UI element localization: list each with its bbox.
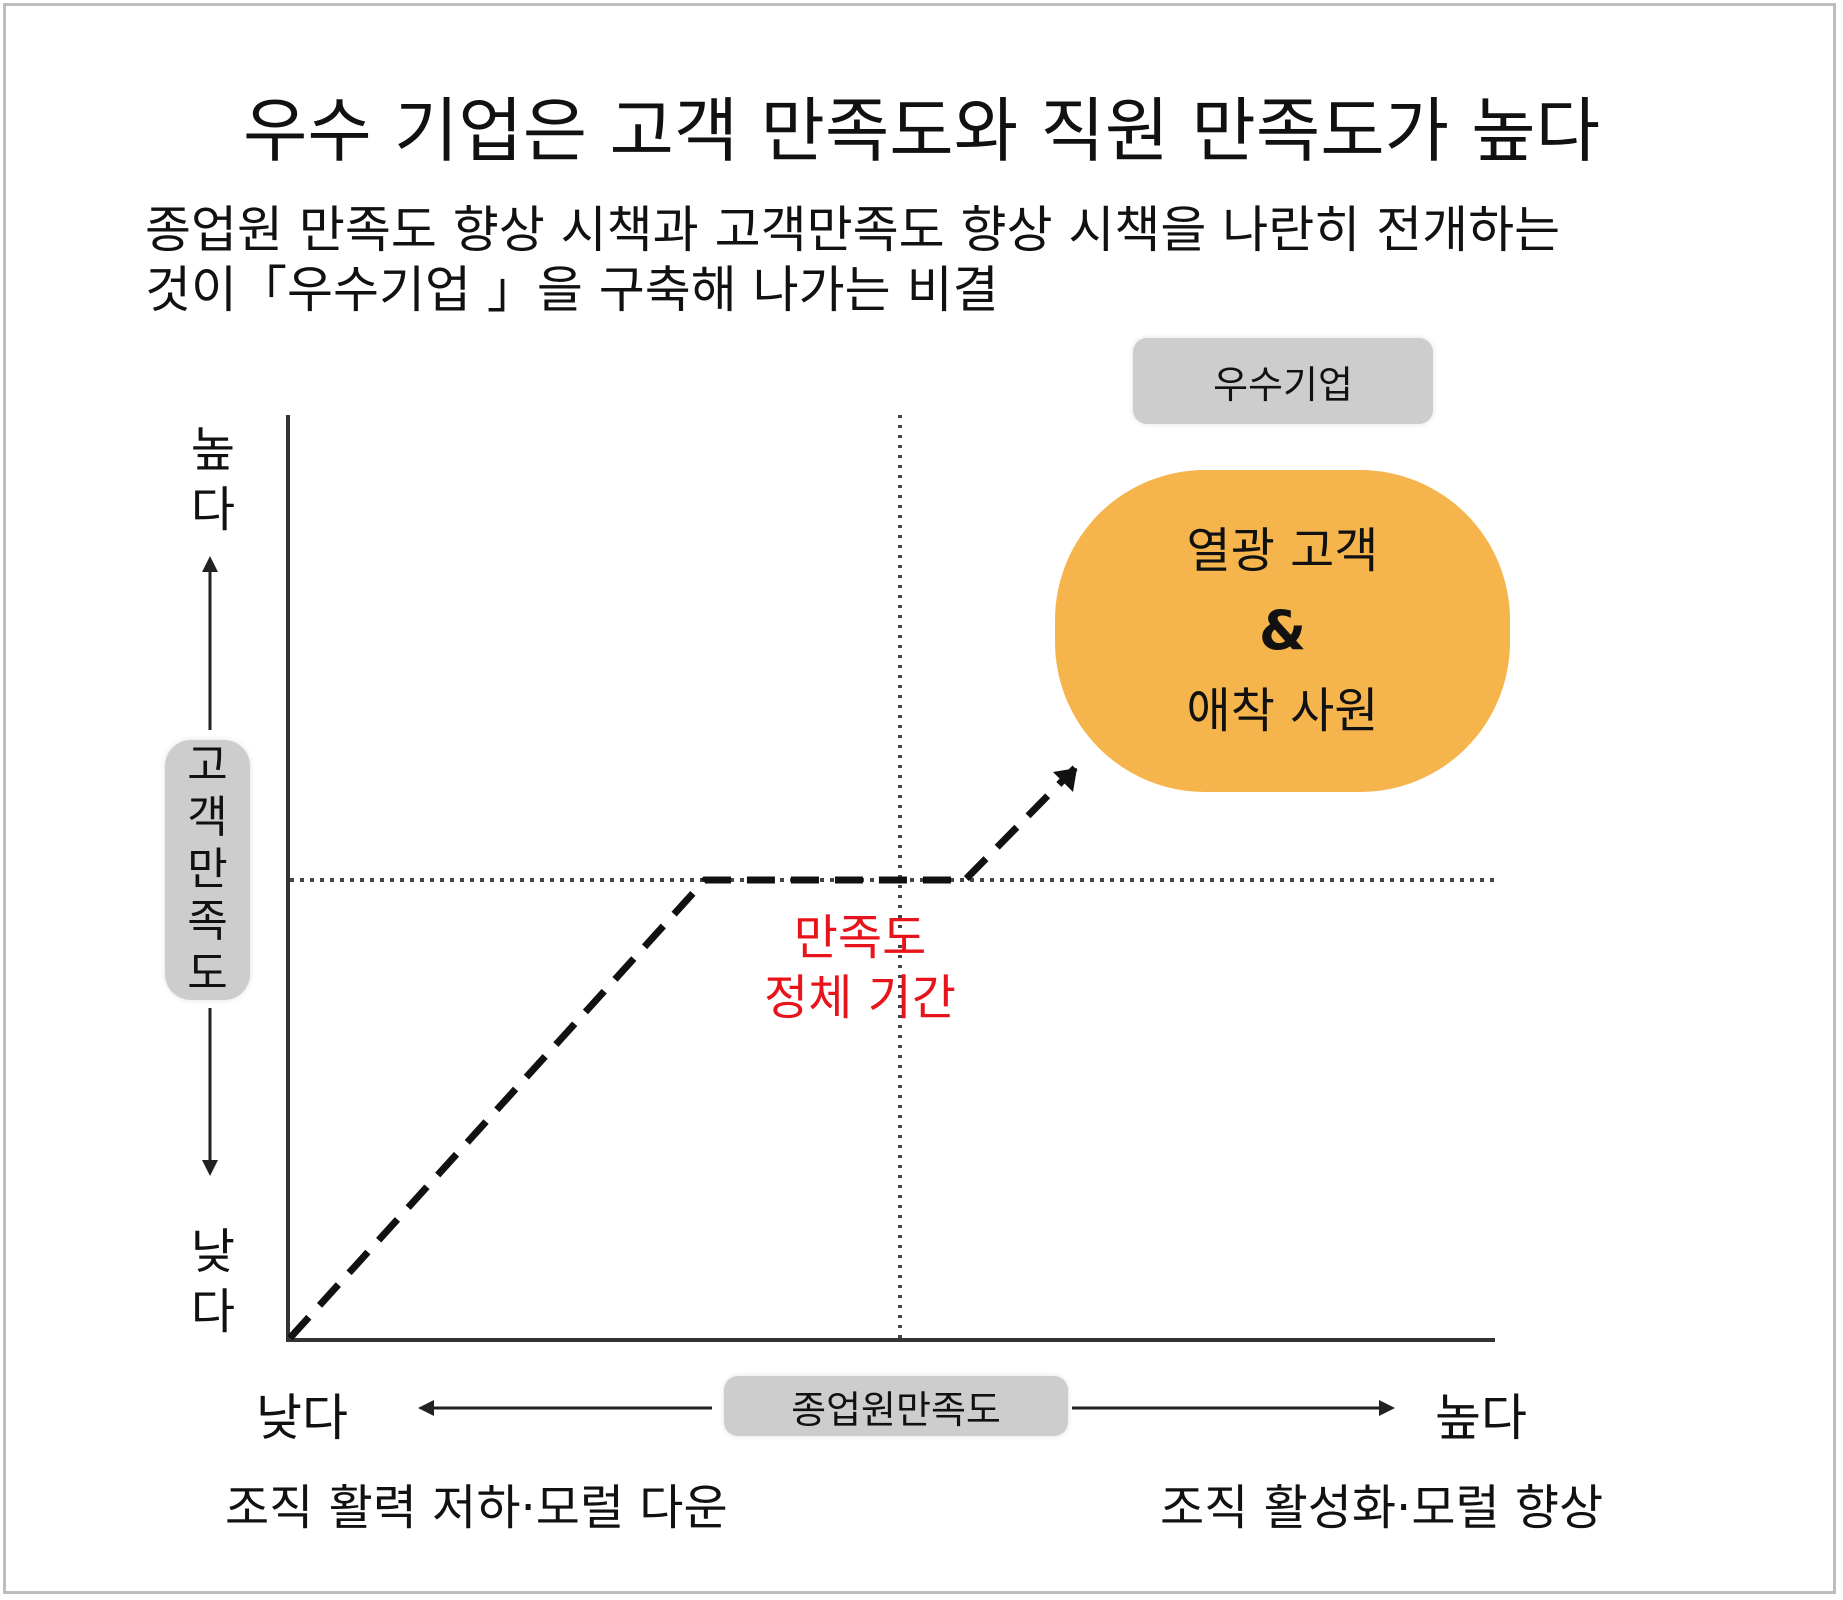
subtitle-line-1: 종업원 만족도 향상 시책과 고객만족도 향상 시책을 나란히 전개하는 (145, 201, 1561, 259)
blob-ampersand: & (1258, 599, 1307, 662)
x-axis-low-note: 조직 활력 저하·모럴 다운 (225, 1480, 728, 1536)
x-axis-low-label: 낮다 (256, 1389, 348, 1447)
x-axis-high-note: 조직 활성화·모럴 향상 (1160, 1480, 1604, 1536)
x-axis-label-pill: 종업원만족도 (724, 1376, 1068, 1436)
blob-line-1: 열광 고객 (1186, 523, 1379, 579)
fan-customers-loyal-employees-blob: 열광 고객 & 애착 사원 (1055, 470, 1510, 792)
x-arrow-left-head (418, 1400, 434, 1416)
subtitle-line-2: 것이「우수기업 」을 구축해 나가는 비결 (145, 261, 999, 319)
stagnation-period-label: 만족도 정체 기간 (735, 908, 985, 1028)
y-high-char: 다 (190, 482, 236, 538)
diagram-title: 우수 기업은 고객 만족도와 직원 만족도가 높다 (242, 90, 1601, 172)
stagnation-line-1: 만족도 (793, 910, 927, 966)
y-axis-label-char: 족 (187, 896, 228, 947)
y-high-char: 높 (190, 422, 236, 478)
stagnation-line-2: 정체 기간 (764, 970, 956, 1026)
y-axis-label-pill: 고 객 만 족 도 (165, 740, 250, 1000)
y-axis-label-char: 도 (187, 948, 228, 999)
y-low-char: 낮 (190, 1224, 236, 1280)
x-axis-high-label: 높다 (1435, 1389, 1527, 1447)
satisfaction-path-arrowhead (1053, 768, 1077, 792)
y-low-char: 다 (190, 1284, 236, 1340)
y-axis-low-label: 낮 다 (183, 1222, 243, 1342)
figure-frame (3, 3, 1836, 1594)
y-axis-label-char: 고 (187, 740, 228, 791)
y-axis-label-char: 객 (187, 792, 228, 843)
y-axis-label-char: 만 (187, 844, 228, 895)
satisfaction-path (287, 765, 1078, 1341)
y-arrow-down-head (202, 1160, 218, 1176)
y-arrow-up-head (202, 556, 218, 572)
x-arrow-right-head (1379, 1400, 1395, 1416)
excellent-company-badge: 우수기업 (1133, 338, 1433, 424)
y-axis-high-label: 높 다 (183, 420, 243, 540)
diagram-subtitle: 종업원 만족도 향상 시책과 고객만족도 향상 시책을 나란히 전개하는 것이「… (145, 200, 1705, 320)
blob-line-2: 애착 사원 (1186, 683, 1379, 739)
